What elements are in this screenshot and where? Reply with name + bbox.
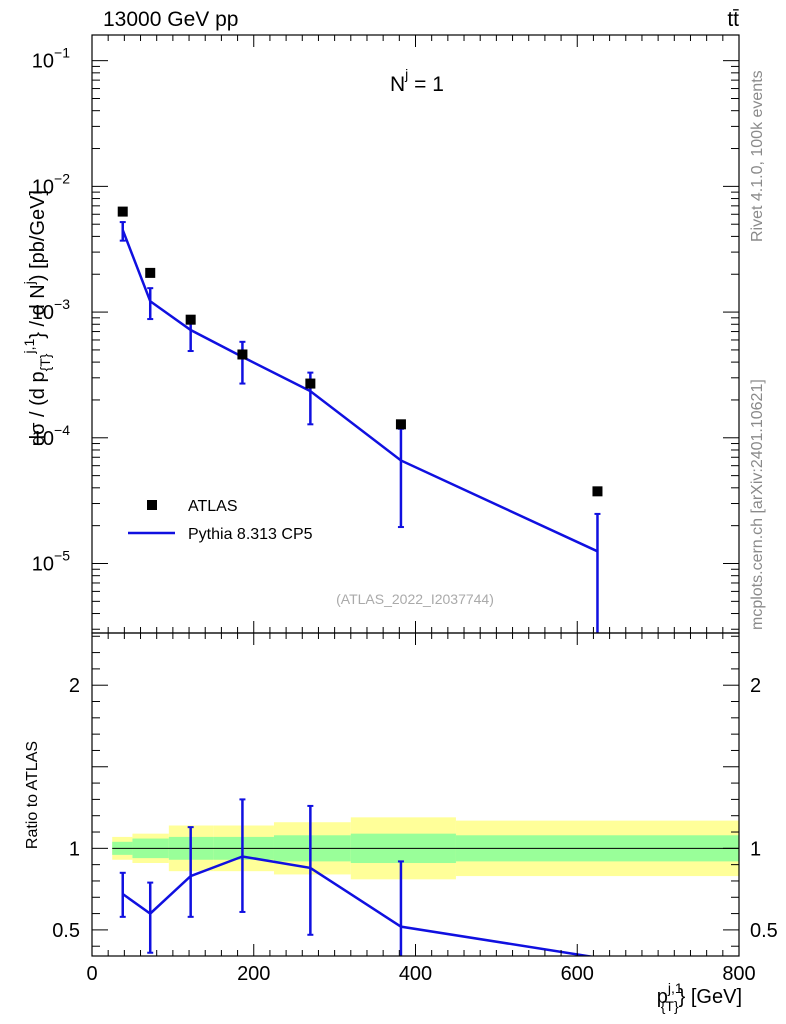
- legend-atlas-label: ATLAS: [188, 498, 238, 515]
- ratio-frame: [91, 632, 740, 957]
- x-tick-label: 800: [722, 963, 755, 985]
- main-y-axis-label: dσ / (d p{T}j,1} / d Nj) [pb/GeV]: [21, 190, 53, 446]
- rivet-version-label: Rivet 4.1.0, 100k events: [749, 70, 766, 242]
- main-y-tick-label: 10−1: [32, 45, 70, 73]
- ratio-panel: 0 200 400 600 800 0.5 0.5 1 1 2 2: [52, 632, 778, 985]
- x-axis-label: pj,1 {T}} [GeV]: [657, 980, 742, 1014]
- ratio-series-group: [119, 798, 596, 956]
- atlas-data-point: [305, 378, 316, 389]
- ratio-y-tick-label: 1: [69, 838, 80, 860]
- x-tick-label: 600: [561, 963, 594, 985]
- energy-label: 13000 GeV pp: [103, 8, 238, 31]
- main-y-tick-label: 10−2: [32, 170, 70, 198]
- main-panel: 10−1 10−2 10−3 10−4 10−5: [32, 34, 740, 634]
- atlas-data-point: [117, 206, 128, 217]
- atlas-data-point: [395, 419, 406, 430]
- main-y-tick-label: 10−3: [32, 296, 70, 324]
- mcplots-source-label: mcplots.cern.ch [arXiv:2401.10621]: [749, 379, 766, 630]
- ratio-y-axis-label: Ratio to ATLAS: [24, 741, 41, 849]
- analysis-id-label: (ATLAS_2022_I2037744): [336, 591, 494, 607]
- main-y-tick-label: 10−4: [32, 422, 70, 450]
- atlas-data-point: [592, 486, 603, 497]
- ratio-y-tick-label: 2: [69, 675, 80, 697]
- ratio-y-tick-label-right: 1: [750, 838, 761, 860]
- ratio-y-tick-label: 0.5: [52, 920, 80, 942]
- process-label: tt̄: [727, 8, 739, 31]
- legend-atlas-marker: [147, 500, 157, 510]
- atlas-data-point: [145, 267, 156, 278]
- ratio-y-tick-label-right: 0.5: [750, 920, 778, 942]
- x-tick-label: 0: [86, 963, 97, 985]
- x-tick-label: 400: [399, 963, 432, 985]
- legend-pythia-label: Pythia 8.313 CP5: [188, 526, 313, 543]
- legend: ATLAS Pythia 8.313 CP5: [128, 498, 313, 543]
- atlas-data-point: [237, 349, 248, 360]
- x-tick-label: 200: [237, 963, 270, 985]
- main-y-tick-label: 10−5: [32, 548, 70, 576]
- atlas-data-point: [185, 314, 196, 325]
- ratio-y-tick-label-right: 2: [750, 675, 761, 697]
- main-title: Nj = 1: [390, 66, 444, 96]
- main-frame: [91, 34, 740, 634]
- main-series-group: [117, 206, 603, 633]
